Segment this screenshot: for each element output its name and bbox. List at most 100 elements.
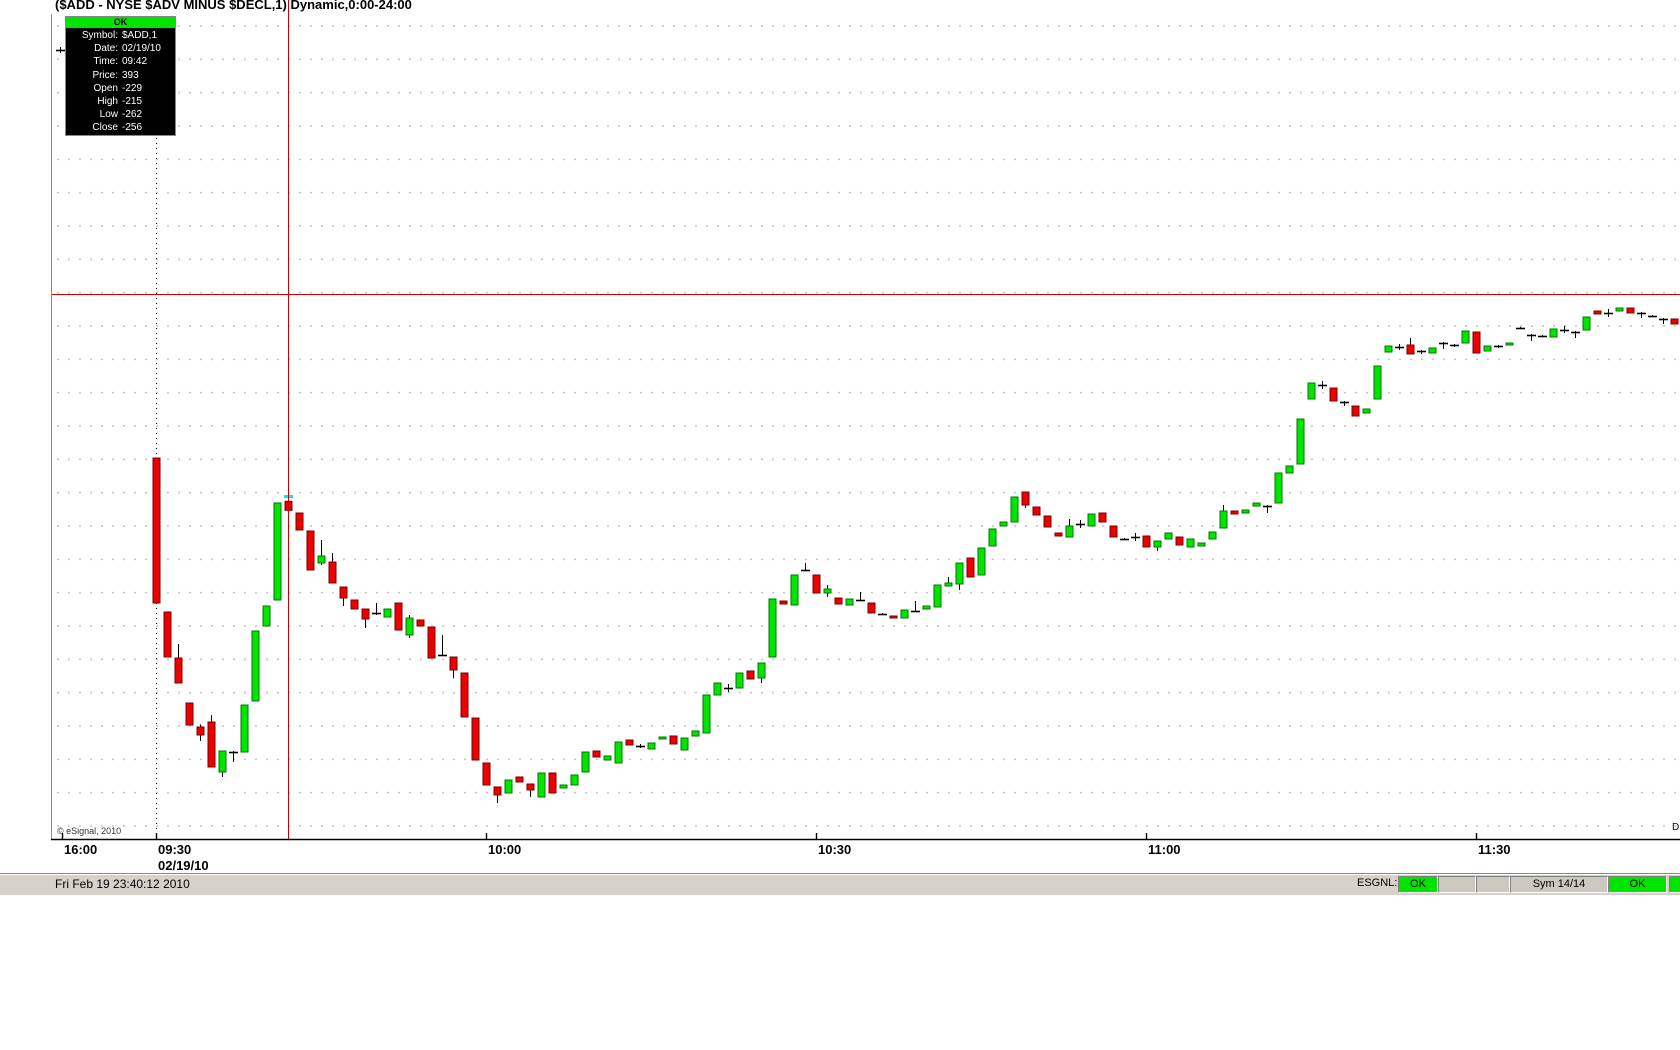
- candle-down: [966, 557, 975, 578]
- candle-down: [295, 512, 304, 531]
- candle-up: [757, 662, 766, 679]
- x-axis-label: 09:30: [158, 842, 192, 857]
- candle-down: [207, 721, 216, 768]
- candle-down: [427, 626, 436, 659]
- candle-down: [526, 783, 535, 791]
- candle-up: [570, 774, 579, 786]
- candle-down: [350, 599, 359, 610]
- candle-up: [1428, 347, 1437, 354]
- candle-down: [1472, 331, 1481, 354]
- candlestick-series: [56, 47, 1679, 803]
- candle-up: [1285, 465, 1294, 474]
- candle-up: [405, 617, 414, 636]
- candle-down: [1109, 525, 1118, 538]
- candle-up: [251, 630, 260, 702]
- status-bar: Fri Feb 19 23:40:12 2010 ESGNL: OK Sym 14/…: [0, 873, 1680, 895]
- candle-down: [746, 670, 755, 680]
- candle-down: [196, 726, 205, 736]
- candle-up: [680, 737, 689, 751]
- candle-down: [592, 750, 601, 758]
- status-ok-badge[interactable]: OK: [1608, 876, 1667, 893]
- status-panel: ESGNL:: [1357, 877, 1397, 889]
- candle-up: [922, 605, 931, 610]
- candle-up: [1010, 496, 1019, 523]
- candle-down: [625, 739, 634, 746]
- candle-up: [944, 582, 953, 587]
- candle-down: [779, 600, 788, 605]
- candle-down: [328, 561, 337, 584]
- candle-up: [988, 528, 997, 547]
- status-ok-badge[interactable]: [1669, 876, 1680, 893]
- candle-down: [889, 615, 898, 619]
- candle-down: [1175, 536, 1184, 546]
- candle-up: [603, 755, 612, 761]
- candle-up: [1087, 513, 1096, 527]
- candle-up: [933, 584, 942, 608]
- status-panel[interactable]: Sym 14/14: [1510, 876, 1608, 893]
- candle-up: [999, 521, 1008, 527]
- candle-up: [1384, 345, 1393, 353]
- candle-up: [504, 779, 513, 794]
- data-box-rows: Symbol: $ADD,1 Date: 02/19/10 Time: 09:42 Pric…: [66, 29, 175, 135]
- candle-down: [174, 657, 183, 684]
- data-box-row: Time: 09:42: [93, 56, 148, 68]
- grid-dots: [52, 16, 1680, 834]
- candle-up: [647, 742, 656, 750]
- candle-up: [1505, 342, 1514, 346]
- candle-up: [1296, 418, 1305, 465]
- candle-up: [1362, 408, 1371, 414]
- status-blank-panel[interactable]: [1438, 876, 1476, 893]
- candle-up: [262, 605, 271, 627]
- candle-down: [1670, 318, 1679, 325]
- x-axis-label: 16:00: [64, 842, 98, 857]
- candle-up: [1241, 509, 1250, 514]
- candle-down: [669, 735, 678, 745]
- candle-down: [867, 602, 876, 614]
- data-box[interactable]: OK Symbol: $ADD,1 Date: 02/19/10 Time: 09:42 P…: [65, 16, 176, 136]
- candle-up: [1197, 542, 1206, 547]
- x-axis-ticks: [61, 833, 1478, 839]
- candle-down: [1021, 491, 1030, 506]
- candle-up: [1252, 502, 1261, 507]
- data-box-row: Low -262: [99, 109, 143, 121]
- candle-down: [482, 762, 491, 786]
- candle-up: [658, 736, 667, 740]
- x-axis-label: 11:00: [1148, 842, 1181, 857]
- candle-down: [449, 656, 458, 671]
- x-axis-label: 10:00: [488, 842, 522, 857]
- candle-up: [240, 704, 249, 753]
- candle-down: [416, 619, 425, 627]
- candle-up: [1274, 472, 1283, 504]
- chart-title: ($ADD - NYSE $ADV MINUS $DECL,1) Dynamic…: [55, 0, 412, 12]
- candle-up: [790, 574, 799, 606]
- candle-up: [1208, 531, 1217, 540]
- candle-down: [1230, 510, 1239, 515]
- data-box-row: Symbol: $ADD,1: [81, 30, 158, 41]
- candle-down: [1406, 344, 1415, 355]
- candle-down: [339, 586, 348, 599]
- candle-down: [1351, 405, 1360, 417]
- candle-up: [1615, 307, 1624, 312]
- candle-up: [317, 555, 326, 564]
- candle-down: [1329, 387, 1338, 402]
- candle-up: [1461, 330, 1470, 344]
- candle-up: [1582, 316, 1591, 331]
- candle-up: [614, 741, 623, 764]
- candle-up: [955, 562, 964, 585]
- candle-up: [1186, 538, 1195, 548]
- candle-up: [1307, 382, 1316, 400]
- candle-up: [702, 694, 711, 734]
- status-blank-panel[interactable]: [1476, 876, 1510, 893]
- candle-up: [383, 608, 392, 618]
- candle-down: [163, 611, 172, 658]
- status-clock: Fri Feb 19 23:40:12 2010: [55, 877, 190, 891]
- candle-up: [1373, 365, 1382, 400]
- candle-down: [1626, 307, 1635, 314]
- status-ok-badge[interactable]: OK: [1398, 876, 1438, 893]
- data-box-row: High -215: [97, 96, 143, 108]
- candle-down: [394, 602, 403, 631]
- chart-pane[interactable]: [0, 0, 1680, 873]
- candle-up: [273, 502, 282, 601]
- data-box-status[interactable]: OK: [66, 17, 175, 29]
- candle-up: [1483, 345, 1492, 352]
